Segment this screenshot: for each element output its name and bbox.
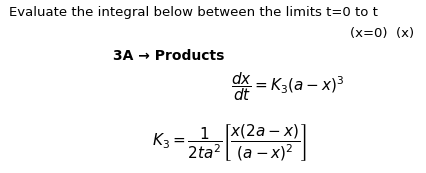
Text: Evaluate the integral below between the limits t=0 to t: Evaluate the integral below between the … [9, 6, 377, 19]
Text: 3A → Products: 3A → Products [113, 49, 224, 63]
Text: (x=0)  (x): (x=0) (x) [349, 27, 413, 40]
Text: $\dfrac{dx}{dt} = K_3(a - x)^3$: $\dfrac{dx}{dt} = K_3(a - x)^3$ [230, 70, 343, 103]
Text: $K_3 = \dfrac{1}{2ta^2}\left[\dfrac{x(2a - x)}{(a - x)^2}\right]$: $K_3 = \dfrac{1}{2ta^2}\left[\dfrac{x(2a… [151, 123, 305, 164]
